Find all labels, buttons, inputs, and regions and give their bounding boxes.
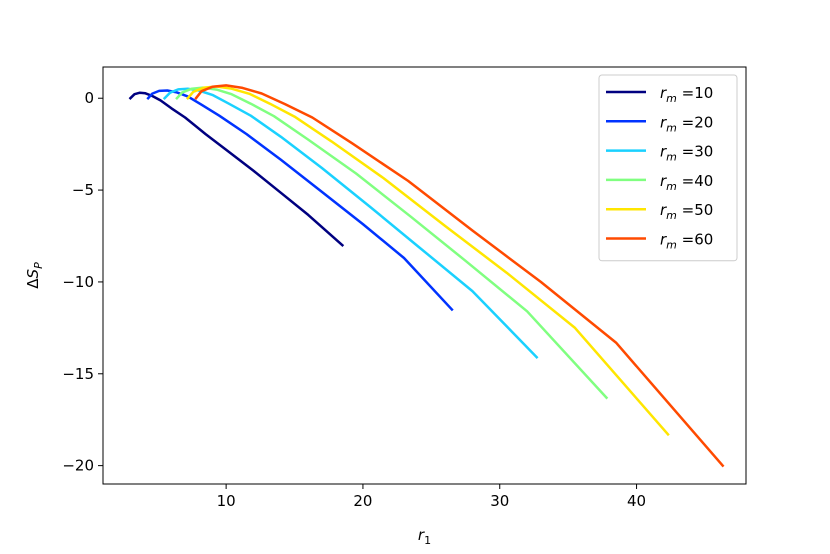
series-line-6: [194, 84, 725, 468]
y-axis-label-subscript: P: [32, 262, 45, 269]
legend: rm =10 rm =20 rm =30 rm =40 rm =50 rm =60: [598, 74, 738, 262]
y-tick-label: −5: [72, 181, 94, 199]
y-tick-label: 0: [84, 89, 94, 107]
y-axis-label-delta: Δ: [24, 278, 42, 289]
ticks-layer: 10 20 30 40 0 −5 −10 −15 −20: [62, 89, 646, 510]
legend-label-1: rm =10: [660, 84, 713, 105]
y-axis-label-variable: S: [24, 268, 42, 278]
x-tick-label: 20: [353, 492, 372, 510]
x-axis-label-subscript: 1: [424, 534, 431, 547]
series-line-2: [146, 89, 454, 312]
y-tick-label: −15: [62, 365, 94, 383]
y-axis-label: ΔSP: [24, 262, 45, 289]
y-tick-label: −20: [62, 457, 94, 475]
plot-area-border: [102, 66, 747, 485]
axes-frame: [102, 66, 747, 485]
legend-label-4: rm =40: [660, 172, 713, 193]
x-tick-label: 30: [490, 492, 509, 510]
series-layer: [128, 84, 725, 468]
x-tick-label: 10: [217, 492, 236, 510]
legend-label-5: rm =50: [660, 201, 713, 222]
series-line-4: [175, 86, 609, 400]
series-line-3: [162, 87, 539, 359]
legend-label-6: rm =60: [660, 231, 713, 252]
legend-label-2: rm =20: [660, 113, 713, 134]
y-tick-label: −10: [62, 273, 94, 291]
series-line-5: [186, 85, 670, 437]
x-axis-label-variable: r: [418, 526, 425, 544]
legend-label-3: rm =30: [660, 143, 713, 164]
series-line-1: [128, 91, 345, 247]
x-axis-label: r1: [418, 526, 431, 547]
x-tick-label: 40: [627, 492, 646, 510]
